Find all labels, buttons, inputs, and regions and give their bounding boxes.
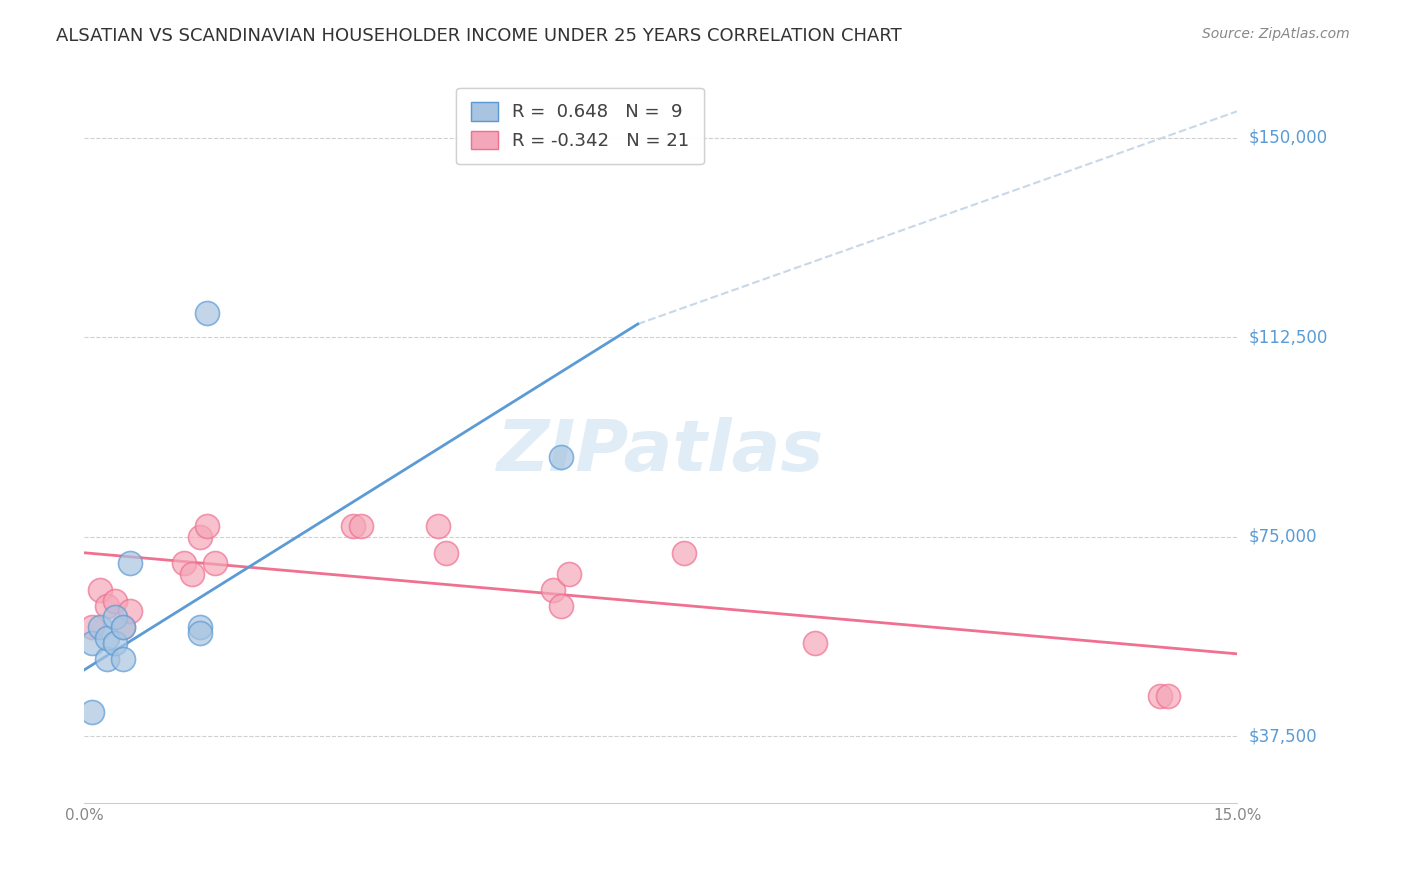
- Point: [350, 519, 373, 533]
- Point: [1149, 690, 1171, 704]
- Point: [104, 636, 127, 650]
- Point: [173, 557, 195, 571]
- Legend: R =  0.648   N =  9, R = -0.342   N = 21: R = 0.648 N = 9, R = -0.342 N = 21: [457, 87, 704, 164]
- Point: [541, 582, 564, 597]
- Point: [96, 631, 118, 645]
- Text: $75,000: $75,000: [1249, 528, 1317, 546]
- Point: [195, 519, 218, 533]
- Point: [96, 652, 118, 666]
- Point: [557, 567, 579, 582]
- Point: [120, 604, 142, 618]
- Point: [80, 636, 103, 650]
- Point: [120, 557, 142, 571]
- Point: [550, 599, 572, 613]
- Point: [181, 567, 204, 582]
- Point: [188, 530, 211, 544]
- Point: [80, 706, 103, 720]
- Point: [803, 636, 825, 650]
- Point: [111, 620, 134, 634]
- Text: $150,000: $150,000: [1249, 128, 1327, 147]
- Text: $37,500: $37,500: [1249, 727, 1317, 746]
- Text: Source: ZipAtlas.com: Source: ZipAtlas.com: [1202, 27, 1350, 41]
- Point: [89, 582, 111, 597]
- Point: [111, 620, 134, 634]
- Point: [550, 450, 572, 464]
- Point: [80, 620, 103, 634]
- Point: [1157, 690, 1180, 704]
- Point: [111, 652, 134, 666]
- Text: ZIPatlas: ZIPatlas: [498, 417, 824, 486]
- Point: [188, 620, 211, 634]
- Point: [672, 546, 695, 560]
- Point: [188, 625, 211, 640]
- Point: [342, 519, 364, 533]
- Point: [104, 609, 127, 624]
- Text: ALSATIAN VS SCANDINAVIAN HOUSEHOLDER INCOME UNDER 25 YEARS CORRELATION CHART: ALSATIAN VS SCANDINAVIAN HOUSEHOLDER INC…: [56, 27, 903, 45]
- Point: [426, 519, 449, 533]
- Text: $112,500: $112,500: [1249, 328, 1327, 346]
- Point: [89, 620, 111, 634]
- Point: [96, 599, 118, 613]
- Point: [204, 557, 226, 571]
- Point: [104, 593, 127, 607]
- Point: [195, 306, 218, 320]
- Point: [434, 546, 457, 560]
